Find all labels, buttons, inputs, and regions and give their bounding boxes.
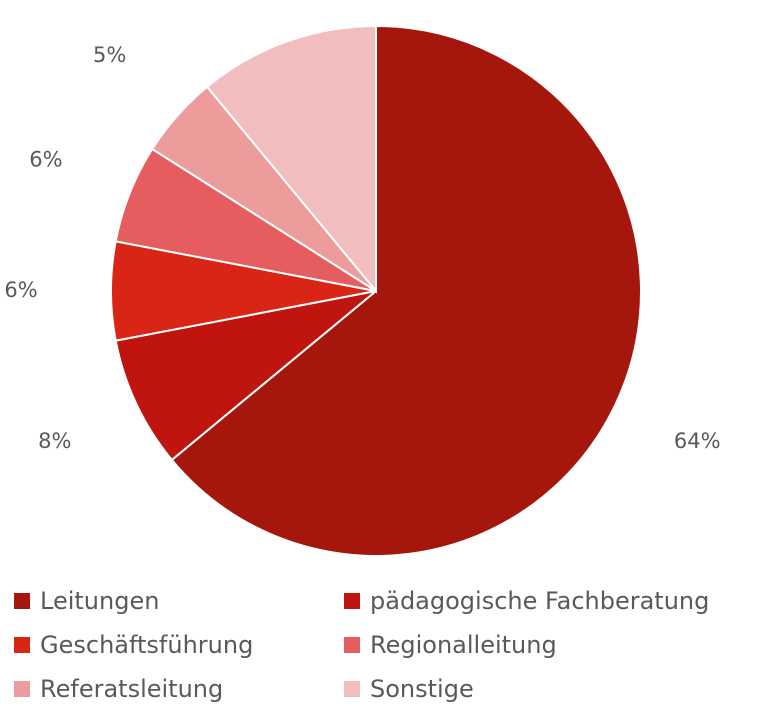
legend-swatch-referatsleitung — [14, 681, 30, 697]
legend-swatch-paedagogische-fachberatung — [344, 593, 360, 609]
legend-item-referatsleitung: Referatsleitung — [14, 674, 344, 704]
legend-item-sonstige: Sonstige — [344, 674, 744, 704]
legend-label-paedagogische-fachberatung: pädagogische Fachberatung — [370, 587, 710, 615]
data-label-geschaeftsfuehrung: 6% — [4, 278, 37, 302]
data-label-regionalleitung: 6% — [29, 147, 62, 171]
legend-item-regionalleitung: Regionalleitung — [344, 630, 744, 660]
data-label-referatsleitung: 5% — [93, 43, 126, 67]
chart-legend: Leitungen pädagogische Fachberatung Gesc… — [14, 586, 754, 704]
pie-plot-area: 64%8%6%6%5%11% — [4, 24, 721, 557]
legend-label-geschaeftsfuehrung: Geschäftsführung — [40, 631, 254, 659]
legend-swatch-geschaeftsfuehrung — [14, 637, 30, 653]
pie-slice-sonstige — [205, 24, 377, 294]
legend-swatch-leitungen — [14, 593, 30, 609]
pie-slice-paedagogische-fachberatung — [114, 290, 377, 462]
data-label-leitungen: 64% — [674, 429, 721, 453]
legend-item-paedagogische-fachberatung: pädagogische Fachberatung — [344, 586, 744, 616]
pie-data-labels: 64%8%6%6%5%11% — [4, 43, 721, 453]
pie-slice-leitungen — [170, 24, 642, 557]
legend-label-leitungen: Leitungen — [40, 587, 160, 615]
legend-item-leitungen: Leitungen — [14, 586, 344, 616]
pie-slices — [110, 24, 642, 557]
data-label-paedagogische-fachberatung: 8% — [38, 429, 71, 453]
legend-item-geschaeftsfuehrung: Geschäftsführung — [14, 630, 344, 660]
legend-label-regionalleitung: Regionalleitung — [370, 631, 557, 659]
legend-label-referatsleitung: Referatsleitung — [40, 675, 224, 703]
legend-swatch-sonstige — [344, 681, 360, 697]
legend-swatch-regionalleitung — [344, 637, 360, 653]
legend-label-sonstige: Sonstige — [370, 675, 474, 703]
